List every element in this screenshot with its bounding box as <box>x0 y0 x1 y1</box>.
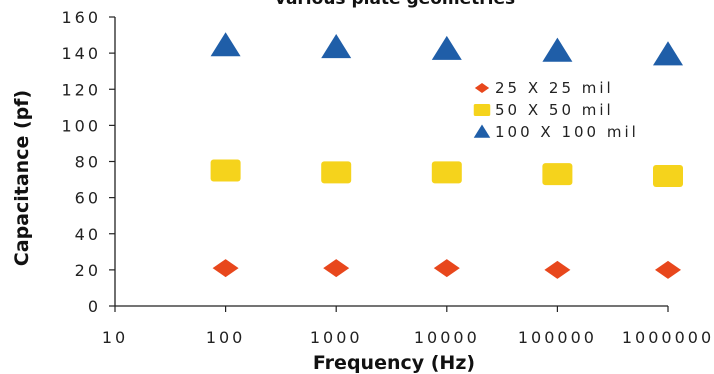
legend-label: 100 X 100 mil <box>495 123 639 141</box>
data-points <box>210 32 683 279</box>
legend-diamond-icon <box>474 83 490 93</box>
diamond-data-point <box>212 259 239 278</box>
y-tick-label: 60 <box>75 189 101 208</box>
x-tick-label: 100000 <box>518 328 597 347</box>
square-data-point <box>542 163 573 186</box>
square-data-point <box>321 161 352 184</box>
y-tick-label: 0 <box>88 297 101 316</box>
triangle-data-point <box>542 37 573 62</box>
y-tick-label: 20 <box>75 261 101 280</box>
x-tick-label: 100 <box>206 328 246 347</box>
x-tick-label: 10 <box>102 328 128 347</box>
y-tick-label: 80 <box>75 153 101 172</box>
triangle-data-point <box>653 41 683 66</box>
x-tick-label: 1000 <box>310 328 363 347</box>
square-data-point <box>431 161 462 184</box>
y-tick-label: 40 <box>75 225 101 244</box>
legend: 25 X 25 mil 50 X 50 mil 100 X 100 mil <box>473 79 639 141</box>
chart-title: various plate geometries <box>275 0 515 9</box>
axes <box>109 16 669 312</box>
diamond-data-point <box>544 260 571 279</box>
legend-label: 25 X 25 mil <box>495 79 614 97</box>
y-tick-label: 140 <box>61 44 101 63</box>
x-axis-title: Frequency (Hz) <box>313 352 475 374</box>
diamond-data-point <box>655 260 681 279</box>
legend-label: 50 X 50 mil <box>495 101 614 119</box>
y-axis-title: Capacitance (pf) <box>11 90 33 266</box>
legend-square-icon <box>473 103 491 117</box>
y-tick-label: 100 <box>61 116 101 135</box>
diamond-data-point <box>433 259 460 278</box>
x-tick-label: 10000 <box>414 328 480 347</box>
square-data-point <box>210 159 241 182</box>
legend-triangle-icon <box>473 124 491 138</box>
square-data-point <box>653 164 683 187</box>
y-tick-label: 120 <box>61 80 101 99</box>
triangle-data-point <box>321 34 352 59</box>
x-tick-label: 1000000 <box>622 328 714 347</box>
triangle-data-point <box>210 32 241 57</box>
tick-labels: 0 20 40 60 80 100 120 140 160 10 100 1000 10000 10000… <box>61 8 714 347</box>
triangle-data-point <box>431 35 462 60</box>
y-tick-label: 160 <box>61 8 101 27</box>
diamond-data-point <box>323 259 350 278</box>
